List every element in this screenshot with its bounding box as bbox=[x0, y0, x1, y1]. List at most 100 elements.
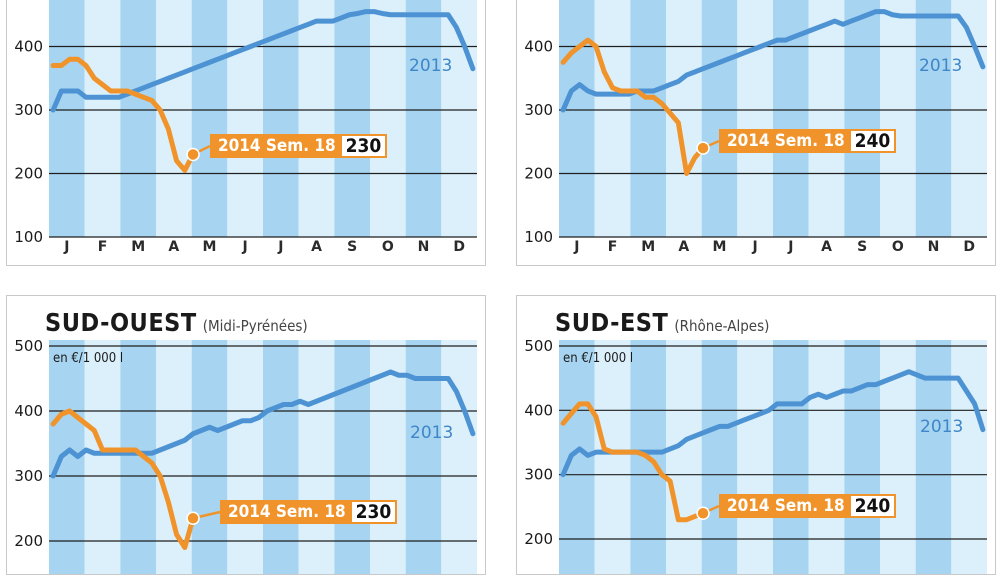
month-label: J bbox=[63, 239, 69, 255]
month-label: D bbox=[453, 239, 465, 255]
y-tick-label: 300 bbox=[524, 101, 553, 119]
month-band bbox=[701, 0, 738, 237]
y-tick-label: 200 bbox=[524, 530, 553, 548]
month-label: J bbox=[573, 239, 579, 255]
region-subtitle: (Rhône-Alpes) bbox=[674, 317, 770, 335]
month-label: N bbox=[418, 239, 430, 255]
chart-svg: 100 200 300 400 J F M A M J J A S O N D 2013 bbox=[524, 0, 987, 255]
y-tick-label: 500 bbox=[14, 337, 43, 355]
month-band bbox=[405, 0, 442, 237]
y-tick-label: 300 bbox=[14, 101, 43, 119]
series-2013-label: 2013 bbox=[409, 56, 452, 76]
month-label: S bbox=[347, 239, 357, 255]
series-2014-endpoint bbox=[696, 506, 710, 521]
y-tick-label: 300 bbox=[14, 467, 43, 485]
region-name: SUD-EST bbox=[555, 308, 669, 337]
chart-panel-sud-ouest: 200 300 400 500 2013 SUD-OUEST (Midi-Pyrénées… bbox=[6, 295, 486, 575]
month-label: M bbox=[203, 239, 217, 255]
month-band bbox=[880, 0, 916, 237]
chart-panel-top-right: 100 200 300 400 J F M A M J J A S O N D 2013 2014 Sem. 1… bbox=[516, 0, 996, 266]
series-2013-line bbox=[50, 369, 476, 479]
month-band bbox=[666, 0, 702, 237]
month-label: J bbox=[752, 239, 758, 255]
month-band bbox=[227, 0, 263, 237]
chart-panel-top-left: 100 200 300 400 J F M A M J J A S O N D 2013 2014 Sem. 1… bbox=[6, 0, 486, 266]
month-band bbox=[666, 340, 702, 574]
month-band bbox=[594, 340, 631, 574]
chart-svg: 100 200 300 400 J F M A M J J A S O N D 2013 bbox=[14, 0, 477, 255]
month-band bbox=[701, 340, 738, 574]
month-band bbox=[559, 340, 595, 574]
series-2014-line bbox=[50, 56, 196, 173]
unit-label: en €/1 000 l bbox=[53, 351, 124, 366]
month-band bbox=[298, 340, 335, 574]
callout-2014: 2014 Sem. 18 240 bbox=[719, 129, 897, 153]
month-band bbox=[120, 0, 156, 237]
month-band bbox=[334, 0, 370, 237]
month-band bbox=[808, 0, 845, 237]
month-band bbox=[156, 340, 192, 574]
y-tick-label: 500 bbox=[524, 337, 553, 355]
callout-label: 2014 Sem. 18 bbox=[222, 502, 352, 522]
month-label: D bbox=[963, 239, 975, 255]
callout-value: 230 bbox=[341, 136, 386, 156]
month-band bbox=[227, 340, 263, 574]
month-band bbox=[630, 0, 666, 237]
month-label: A bbox=[678, 239, 689, 255]
month-band bbox=[737, 340, 773, 574]
month-band bbox=[951, 340, 987, 574]
region-name: SUD-OUEST bbox=[45, 308, 197, 337]
panel-title: SUD-OUEST (Midi-Pyrénées) bbox=[45, 308, 308, 337]
callout-value: 240 bbox=[850, 131, 895, 151]
month-label: N bbox=[928, 239, 940, 255]
month-band bbox=[915, 0, 952, 237]
y-tick-label: 400 bbox=[14, 402, 43, 420]
month-band bbox=[49, 0, 85, 237]
y-tick-label: 400 bbox=[14, 38, 43, 56]
callout-value: 230 bbox=[351, 502, 396, 522]
series-2014-line bbox=[560, 37, 706, 176]
series-2014-line bbox=[50, 408, 196, 550]
month-band bbox=[594, 0, 631, 237]
callout-2014: 2014 Sem. 18 230 bbox=[220, 500, 398, 524]
callout-label: 2014 Sem. 18 bbox=[721, 131, 851, 151]
month-bands bbox=[559, 0, 987, 237]
month-band bbox=[370, 0, 406, 237]
month-band bbox=[334, 340, 370, 574]
month-label: F bbox=[98, 239, 108, 255]
callout-label: 2014 Sem. 18 bbox=[721, 496, 851, 516]
month-label: M bbox=[641, 239, 655, 255]
unit-label: en €/1 000 l bbox=[563, 351, 634, 366]
month-label: J bbox=[242, 239, 248, 255]
callout-2014: 2014 Sem. 18 230 bbox=[210, 134, 388, 158]
month-label: F bbox=[608, 239, 618, 255]
chart-svg: 200 300 400 500 2013 bbox=[14, 337, 477, 574]
month-label: M bbox=[131, 239, 145, 255]
month-band bbox=[84, 340, 121, 574]
month-band bbox=[737, 0, 773, 237]
series-2014-endpoint bbox=[696, 141, 710, 155]
chart-svg: 200 300 400 500 2013 bbox=[524, 337, 987, 574]
callout-value: 240 bbox=[850, 496, 895, 516]
series-2014-endpoint bbox=[186, 511, 200, 525]
y-tick-label: 100 bbox=[524, 228, 553, 246]
chart-panel-sud-est: 200 300 400 500 2013 SUD-EST (Rhône-Alpes) en… bbox=[516, 295, 996, 575]
y-tick-label: 400 bbox=[524, 38, 553, 56]
y-tick-label: 200 bbox=[524, 165, 553, 183]
panel-title: SUD-EST (Rhône-Alpes) bbox=[555, 308, 769, 337]
callout-label: 2014 Sem. 18 bbox=[212, 136, 342, 156]
series-2013-line bbox=[50, 9, 476, 113]
month-label: A bbox=[168, 239, 179, 255]
month-label: S bbox=[857, 239, 867, 255]
month-label: M bbox=[713, 239, 727, 255]
month-label: O bbox=[382, 239, 394, 255]
month-label: A bbox=[311, 239, 322, 255]
y-tick-label: 200 bbox=[14, 165, 43, 183]
series-2013-label: 2013 bbox=[410, 423, 453, 443]
series-2014-line bbox=[560, 401, 706, 523]
month-band bbox=[808, 340, 845, 574]
month-band bbox=[263, 340, 299, 574]
y-tick-label: 200 bbox=[14, 532, 43, 550]
callout-2014: 2014 Sem. 18 240 bbox=[719, 494, 897, 518]
region-subtitle: (Midi-Pyrénées) bbox=[202, 317, 308, 335]
